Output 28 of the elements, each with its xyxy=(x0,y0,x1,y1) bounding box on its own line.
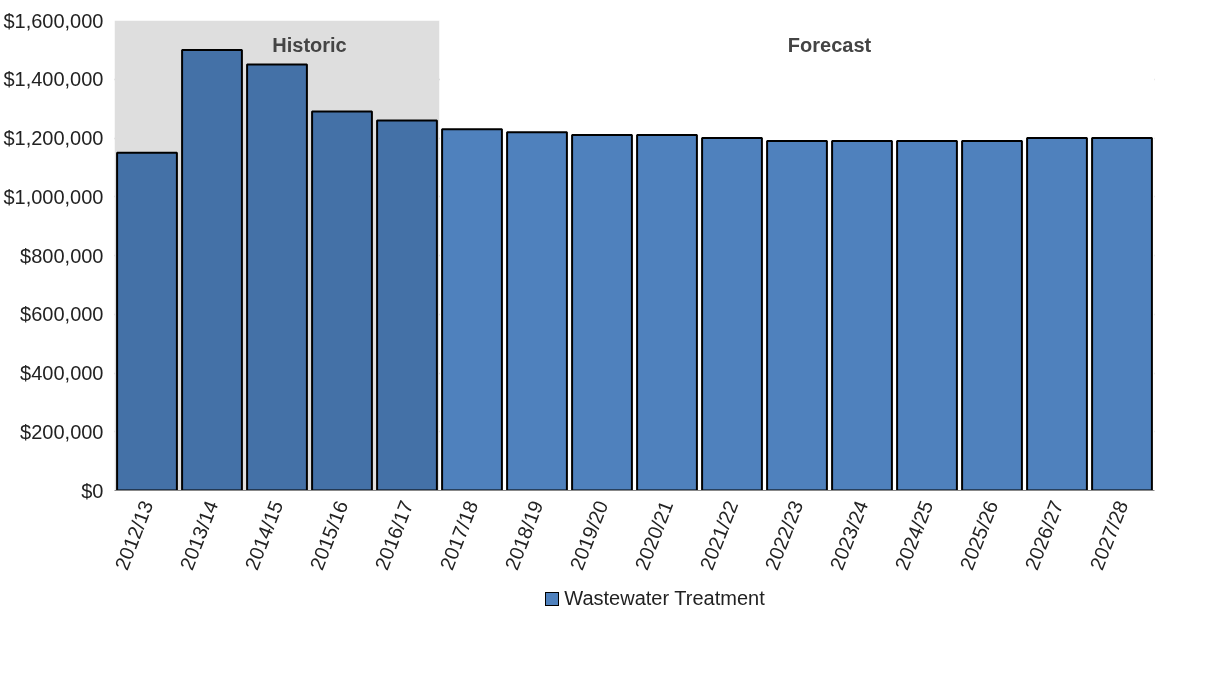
bar xyxy=(376,119,438,491)
bar xyxy=(116,151,178,491)
bar xyxy=(961,139,1023,491)
y-tick-label: $200,000 xyxy=(20,420,104,443)
legend-label: Wastewater Treatment xyxy=(564,587,765,609)
bar xyxy=(831,139,893,491)
bar xyxy=(506,131,568,491)
bar xyxy=(701,137,763,491)
bar xyxy=(1026,137,1088,491)
y-tick-label: $800,000 xyxy=(20,244,104,267)
bar xyxy=(896,139,958,491)
bar xyxy=(571,134,633,491)
y-tick-label: $1,600,000 xyxy=(3,9,104,32)
bar xyxy=(766,139,828,491)
bar xyxy=(441,128,503,491)
bar xyxy=(311,110,373,491)
bar xyxy=(246,63,308,491)
y-tick-label: $400,000 xyxy=(20,362,104,384)
bar xyxy=(1091,137,1153,491)
y-tick-label: $600,000 xyxy=(20,303,104,326)
y-tick-label: $1,400,000 xyxy=(3,68,104,91)
y-tick-label: $1,000,000 xyxy=(3,185,104,208)
band-label: Historic xyxy=(272,33,347,56)
bar xyxy=(636,134,698,491)
y-tick-label: $1,200,000 xyxy=(3,127,104,149)
bar xyxy=(181,48,243,491)
y-tick-label: $0 xyxy=(81,479,104,502)
band-label: Forecast xyxy=(787,33,872,56)
